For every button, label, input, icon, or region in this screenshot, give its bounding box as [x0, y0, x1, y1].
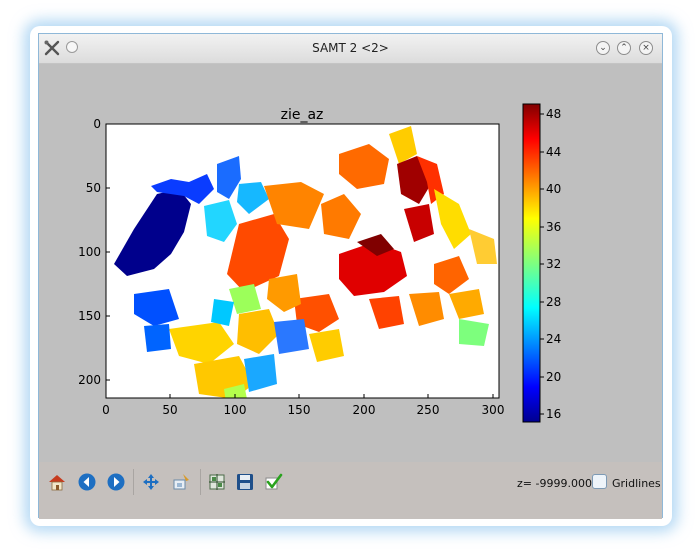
- region-patch: [449, 289, 484, 319]
- colorbar-tick-label: 28: [546, 295, 561, 309]
- maximize-button[interactable]: ⌃: [617, 41, 631, 55]
- region-patch: [469, 229, 497, 264]
- gridlines-checkbox[interactable]: [592, 474, 607, 489]
- window-title: SAMT 2 <2>: [312, 41, 389, 55]
- plot-canvas[interactable]: zie_az 0 50 100 150 200 250 300: [39, 64, 662, 462]
- region-patch: [264, 182, 324, 229]
- forward-icon[interactable]: [106, 472, 126, 492]
- region-patch: [169, 322, 234, 364]
- x-axis: 0 50 100 150 200 250 300: [102, 394, 504, 417]
- region-patch: [227, 214, 289, 292]
- back-icon[interactable]: [77, 472, 97, 492]
- x-tick-label: 300: [482, 403, 505, 417]
- x-tick-label: 0: [102, 403, 110, 417]
- region-patch: [114, 189, 191, 276]
- region-patch: [267, 274, 301, 312]
- colorbar-tick-label: 44: [546, 145, 561, 159]
- colorbar: 48 44 40 36 32 28 24 20 16: [522, 103, 561, 423]
- app-tools-icon[interactable]: [43, 39, 61, 57]
- close-button[interactable]: ×: [639, 41, 653, 55]
- apply-icon[interactable]: [263, 472, 283, 492]
- app-window: SAMT 2 <2> ⌄ ⌃ ×: [38, 33, 663, 519]
- minimize-button[interactable]: ⌄: [596, 41, 610, 55]
- y-tick-label: 0: [93, 117, 101, 131]
- y-tick-label: 150: [78, 309, 101, 323]
- save-icon[interactable]: [235, 472, 255, 492]
- title-bar[interactable]: SAMT 2 <2> ⌄ ⌃ ×: [39, 34, 662, 64]
- y-tick-label: 50: [86, 181, 101, 195]
- x-tick-label: 50: [162, 403, 177, 417]
- gridlines-label: Gridlines: [612, 477, 661, 490]
- region-patch: [309, 329, 344, 362]
- heatmap-regions: [114, 126, 497, 398]
- colorbar-tick-label: 40: [546, 182, 561, 196]
- colorbar-gradient: [522, 103, 541, 423]
- x-tick-label: 200: [353, 403, 376, 417]
- x-tick-label: 100: [224, 403, 247, 417]
- z-value-readout: z= -9999.0000: [517, 477, 599, 490]
- region-patch: [434, 189, 471, 249]
- region-patch: [204, 200, 237, 242]
- region-patch: [151, 174, 214, 204]
- colorbar-tick-label: 16: [546, 407, 561, 421]
- pan-icon[interactable]: [141, 472, 161, 492]
- region-patch: [274, 319, 309, 354]
- x-tick-label: 150: [288, 403, 311, 417]
- region-patch: [211, 299, 234, 326]
- axes-background: [106, 124, 499, 398]
- colorbar-tick-label: 36: [546, 220, 561, 234]
- colorbar-tick-label: 20: [546, 370, 561, 384]
- region-patch: [237, 309, 279, 354]
- region-patch: [434, 256, 469, 294]
- region-patch: [229, 284, 261, 314]
- y-axis: 0 50 100 150 200: [78, 117, 110, 387]
- window-menu-icon[interactable]: [66, 41, 78, 53]
- zoom-icon[interactable]: [171, 472, 191, 492]
- region-patch: [409, 292, 444, 326]
- configure-subplots-icon[interactable]: [207, 472, 227, 492]
- plot-title: zie_az: [281, 107, 324, 123]
- region-patch: [321, 194, 361, 239]
- colorbar-tick-label: 32: [546, 257, 561, 271]
- region-patch: [389, 126, 417, 164]
- axes-frame: [105, 123, 500, 399]
- x-tick-label: 250: [417, 403, 440, 417]
- region-patch: [217, 156, 241, 199]
- navigation-toolbar: z= -9999.0000 Gridlines: [39, 462, 662, 519]
- region-patch: [459, 319, 489, 346]
- region-patch: [294, 294, 339, 332]
- home-icon[interactable]: [47, 472, 67, 492]
- region-patch: [339, 242, 407, 296]
- toolbar-separator: [200, 469, 201, 495]
- toolbar-separator: [133, 469, 134, 495]
- region-patch: [339, 144, 389, 189]
- region-patch: [244, 354, 277, 392]
- region-patch: [357, 234, 394, 256]
- plot-figure: zie_az 0 50 100 150 200 250 300: [78, 103, 561, 423]
- region-patch: [404, 204, 434, 242]
- region-patch: [237, 182, 269, 214]
- region-patch: [134, 289, 179, 326]
- colorbar-tick-label: 48: [546, 107, 561, 121]
- region-patch: [369, 296, 404, 329]
- y-tick-label: 100: [78, 245, 101, 259]
- y-tick-label: 200: [78, 373, 101, 387]
- region-patch: [144, 324, 171, 352]
- region-patch: [224, 384, 247, 398]
- colorbar-tick-label: 24: [546, 332, 561, 346]
